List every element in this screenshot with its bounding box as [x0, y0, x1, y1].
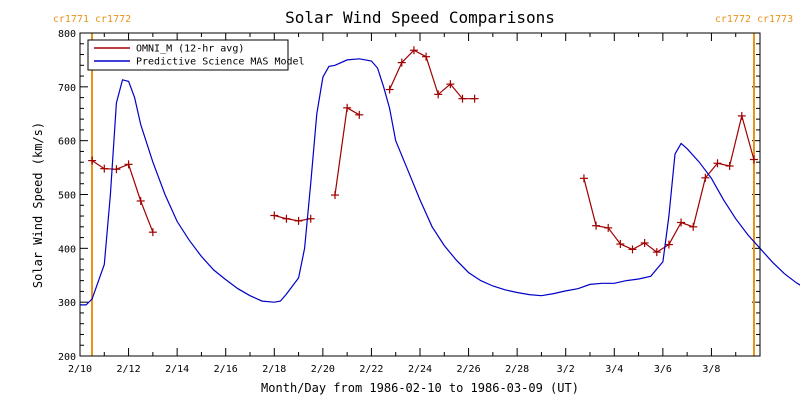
data-point-marker — [355, 110, 364, 119]
carrington-rotation-label: cr1771 cr1772 — [53, 14, 131, 25]
data-point-marker — [446, 80, 455, 89]
x-axis-label: Month/Day from 1986-02-10 to 1986-03-09 … — [261, 381, 579, 395]
x-tick-label: 3/2 — [557, 364, 575, 375]
x-tick-label: 2/18 — [262, 364, 286, 375]
data-point-marker — [592, 221, 601, 230]
y-tick-label: 600 — [58, 137, 76, 148]
data-point-marker — [701, 173, 710, 182]
data-point-marker — [434, 90, 443, 99]
data-point-marker — [343, 103, 352, 112]
data-point-marker — [737, 111, 746, 120]
x-tick-label: 3/4 — [605, 364, 623, 375]
data-point-marker — [88, 156, 97, 165]
data-point-marker — [628, 245, 637, 254]
x-tick-label: 2/10 — [68, 364, 92, 375]
series-line-0 — [274, 214, 311, 222]
y-tick-label: 500 — [58, 191, 76, 202]
data-point-marker — [422, 52, 431, 61]
data-point-marker — [749, 155, 758, 164]
x-tick-label: 2/22 — [359, 364, 383, 375]
data-point-marker — [385, 85, 394, 94]
series-line-1 — [80, 58, 800, 306]
data-point-marker — [100, 164, 109, 173]
y-tick-label: 300 — [58, 298, 76, 309]
data-point-marker — [579, 174, 588, 183]
data-point-marker — [725, 161, 734, 170]
data-point-marker — [331, 191, 339, 200]
data-point-marker — [470, 94, 479, 103]
data-point-marker — [652, 248, 661, 257]
data-point-marker — [112, 165, 121, 174]
data-point-marker — [713, 159, 722, 168]
series-line-0 — [389, 49, 475, 100]
data-point-marker — [270, 211, 279, 220]
carrington-markers: cr1771 cr1772 cr1772 cr1773 — [53, 14, 793, 356]
data-point-marker — [616, 240, 625, 249]
x-tick-label: 2/20 — [311, 364, 335, 375]
x-tick-label: 3/6 — [654, 364, 672, 375]
x-tick-label: 2/28 — [505, 364, 529, 375]
legend-entry: Predictive Science MAS Model — [136, 57, 305, 68]
data-point-marker — [294, 216, 303, 225]
data-point-marker — [604, 223, 613, 232]
x-tick-label: 2/14 — [165, 364, 189, 375]
legend-entry: OMNI_M (12-hr avg) — [136, 44, 244, 55]
x-tick-label: 2/26 — [457, 364, 481, 375]
y-tick-label: 400 — [58, 244, 76, 255]
data-point-marker — [640, 238, 649, 247]
y-tick-label: 800 — [58, 29, 76, 40]
chart-title: Solar Wind Speed Comparisons — [285, 8, 555, 27]
x-tick-label: 3/8 — [702, 364, 720, 375]
data-point-marker — [124, 160, 133, 169]
plot-frame — [79, 32, 761, 357]
x-tick-label: 2/16 — [214, 364, 238, 375]
y-axis-label: Solar Wind Speed (km/s) — [31, 122, 45, 288]
data-point-marker — [397, 58, 406, 67]
data-point-marker — [148, 228, 157, 237]
y-tick-label: 200 — [58, 352, 76, 363]
data-point-marker — [664, 240, 673, 249]
series-line-0 — [91, 160, 154, 233]
legend: OMNI_M (12-hr avg) Predictive Science MAS… — [87, 39, 305, 71]
data-point-marker — [282, 214, 291, 223]
x-tick-label: 2/24 — [408, 364, 432, 375]
data-point-marker — [409, 46, 418, 55]
axes-layer: 200 300 400 500 600 700 800 2/10 2/12 2/14 2/16 2/1… — [58, 29, 761, 375]
y-tick-label: 700 — [58, 83, 76, 94]
data-point-marker — [458, 94, 467, 103]
data-point-marker — [136, 196, 145, 205]
carrington-rotation-label: cr1772 cr1773 — [715, 14, 793, 25]
data-point-marker — [677, 218, 686, 227]
x-tick-label: 2/12 — [117, 364, 141, 375]
legend-box — [87, 39, 289, 71]
data-point-marker — [306, 214, 315, 223]
data-point-marker — [689, 222, 698, 231]
series-layer — [80, 46, 800, 306]
